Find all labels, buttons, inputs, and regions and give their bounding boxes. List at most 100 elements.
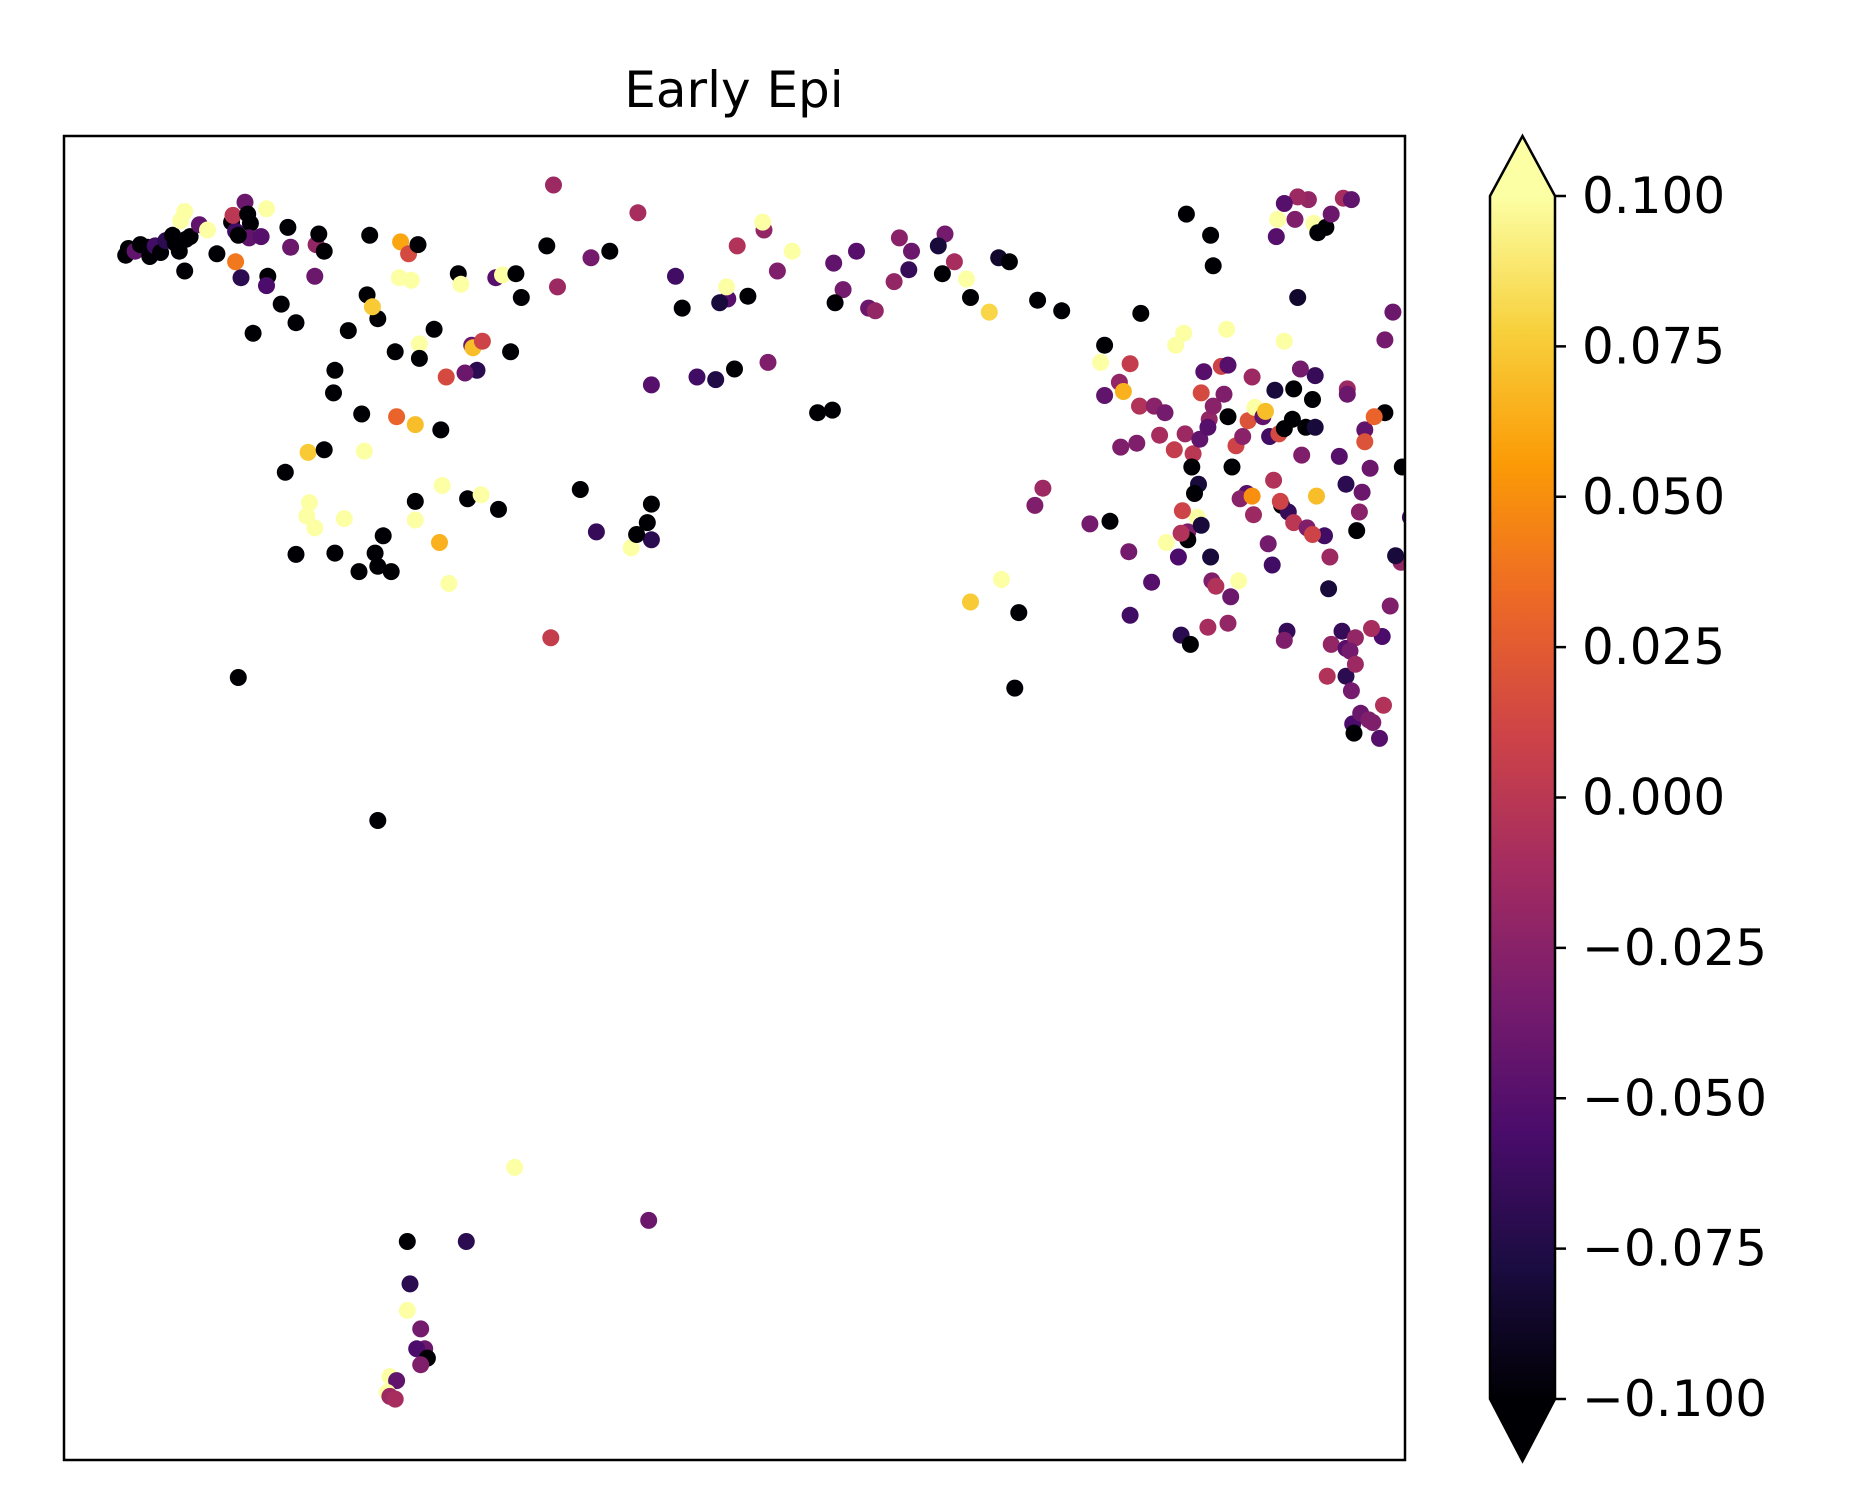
scatter-point [1363, 620, 1380, 637]
scatter-point [1441, 395, 1458, 412]
scatter-point [361, 226, 379, 244]
scatter-point [1283, 410, 1301, 428]
scatter-points [117, 176, 1458, 1408]
scatter-point [739, 287, 757, 305]
scatter-point [473, 332, 491, 350]
colorbar-tick-label: −0.050 [1582, 1069, 1767, 1127]
scatter-point [1321, 548, 1339, 566]
scatter-point [229, 226, 247, 244]
colorbar-tick-label: −0.025 [1582, 919, 1767, 977]
scatter-point [1218, 320, 1236, 338]
scatter-point [1192, 516, 1210, 534]
scatter-point [1365, 408, 1383, 426]
scatter-point [1243, 487, 1261, 505]
scatter-point [325, 384, 342, 402]
scatter-point [412, 1356, 430, 1374]
scatter-point [638, 514, 656, 532]
scatter-point [1361, 459, 1379, 477]
scatter-point [642, 495, 660, 513]
scatter-point [494, 266, 511, 284]
scatter-point [1219, 408, 1237, 426]
scatter-point [1120, 543, 1138, 561]
colorbar-tick-label: 0.050 [1582, 468, 1725, 526]
scatter-point [1289, 188, 1307, 206]
scatter-point [1285, 514, 1303, 532]
scatter-point [1199, 618, 1217, 636]
scatter-point [366, 544, 384, 562]
colorbar-ticks: 0.100 0.075 0.050 0.025 0.000 −0.025 −0.050 −0.… [1555, 167, 1767, 1428]
scatter-point [1384, 303, 1402, 321]
scatter-point [642, 376, 660, 394]
scatter-point [1320, 580, 1338, 598]
scatter-point [642, 531, 660, 549]
scatter-point [1346, 629, 1364, 647]
scatter-point [890, 229, 908, 247]
scatter-point [1410, 400, 1427, 417]
scatter-point [1356, 421, 1374, 439]
scatter-point [538, 237, 556, 255]
scatter-point [1157, 534, 1175, 551]
scatter-point [726, 360, 743, 378]
scatter-point [282, 238, 300, 256]
scatter-point [1184, 445, 1202, 463]
scatter-point [1096, 387, 1114, 404]
scatter-point [252, 228, 270, 246]
scatter-point [962, 289, 979, 306]
scatter-point [1350, 503, 1368, 521]
scatter-point [768, 262, 786, 280]
scatter-point [1234, 428, 1252, 445]
scatter-point [406, 511, 424, 529]
scatter-point [339, 322, 357, 340]
scatter-point [258, 277, 275, 295]
scatter-point [401, 1275, 419, 1293]
scatter-point [287, 545, 305, 563]
scatter-point [227, 253, 245, 271]
scatter-point [326, 361, 344, 379]
scatter-point [1291, 360, 1309, 378]
scatter-point [398, 1301, 416, 1319]
colorbar-tick-label: 0.075 [1582, 317, 1725, 375]
scatter-point [1293, 446, 1311, 464]
scatter-point [1219, 356, 1237, 374]
scatter-point [1285, 380, 1303, 398]
scatter-point [355, 442, 373, 460]
scatter-point [1414, 500, 1431, 517]
scatter-point [1186, 485, 1203, 502]
scatter-point [825, 254, 843, 272]
scatter-point [490, 500, 507, 518]
scatter-point [350, 563, 368, 581]
scatter-point [353, 405, 371, 423]
scatter-point [1267, 228, 1285, 246]
scatter-point [402, 271, 420, 289]
scatter-point [1204, 257, 1222, 275]
colorbar-tick-label: 0.025 [1582, 618, 1725, 676]
scatter-point [440, 575, 458, 592]
scatter-point [1337, 475, 1355, 493]
scatter-point [1348, 522, 1366, 540]
scatter-point [1101, 512, 1119, 530]
scatter-point [1364, 714, 1382, 731]
scatter-point [1257, 402, 1274, 420]
scatter-point [1219, 614, 1237, 632]
scatter-point [866, 302, 884, 320]
scatter-point [1151, 426, 1169, 444]
scatter-point [900, 261, 918, 279]
scatter-point [1353, 483, 1371, 501]
scatter-point [1306, 367, 1324, 385]
scatter-point [1308, 487, 1325, 505]
scatter-point [258, 200, 275, 218]
scatter-point [1128, 434, 1146, 452]
scatter-point [1053, 302, 1071, 320]
scatter-point [1342, 191, 1360, 209]
scatter-point [673, 299, 691, 317]
scatter-point [1202, 548, 1220, 566]
scatter-point [1330, 447, 1348, 465]
scatter-point [388, 1372, 406, 1390]
scatter-point [459, 490, 477, 508]
scatter-point [1121, 606, 1139, 624]
scatter-point [622, 539, 640, 557]
scatter-point [406, 416, 424, 434]
scatter-point [826, 294, 844, 312]
scatter-point [1173, 502, 1191, 520]
scatter-point [754, 213, 772, 231]
